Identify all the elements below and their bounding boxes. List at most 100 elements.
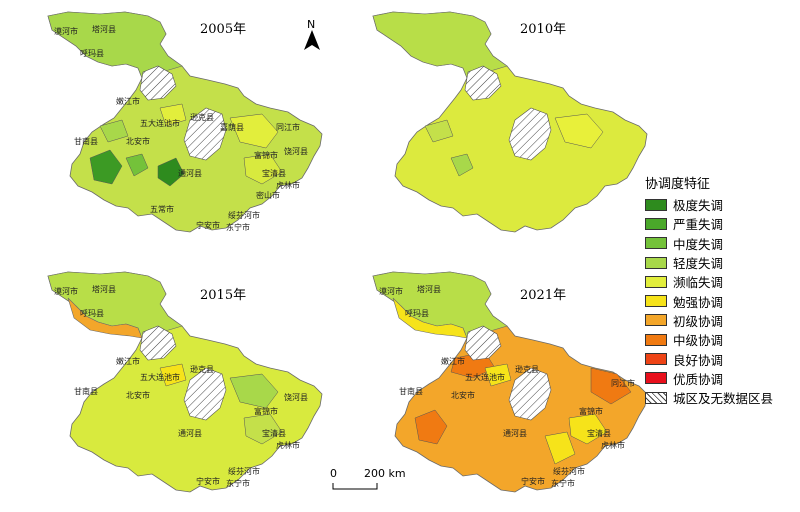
label-raohe: 饶河县: [284, 392, 308, 402]
label-fujin: 富锦市: [579, 406, 603, 416]
north-arrow: N: [302, 18, 322, 52]
legend-swatch: [645, 217, 667, 230]
panel-title-2005: 2005年: [200, 22, 247, 37]
scale-bar: 0 200 km: [330, 467, 450, 497]
legend-item: 中度失调: [645, 234, 795, 253]
legend-label: 轻度失调: [673, 256, 724, 272]
map-panel-2015: 漠河市 塔河县 呼玛县 嫩江市 五大连池市 逊克县 甘南县 北安市 富锦市 饶河…: [30, 268, 370, 508]
label-jiayin: 嘉荫县: [220, 122, 244, 132]
label-gannan: 甘南县: [399, 386, 423, 396]
legend-title: 协调度特征: [645, 177, 711, 192]
scale-end: 200 km: [364, 467, 406, 480]
legend-label: 严重失调: [673, 217, 724, 233]
legend-label: 中度失调: [673, 236, 724, 252]
legend-label: 良好协调: [673, 352, 724, 368]
legend-item: 濒临失调: [645, 272, 795, 291]
label-wudalianchi: 五大连池市: [140, 372, 180, 382]
map-2015: 漠河市 塔河县 呼玛县 嫩江市 五大连池市 逊克县 甘南县 北安市 富锦市 饶河…: [47, 271, 323, 493]
legend-label: 中级协调: [673, 333, 724, 349]
map-2021: 漠河市 塔河县 呼玛县 嫩江市 五大连池市 逊克县 甘南县 北安市 同江市 富锦…: [372, 271, 648, 493]
legend-item: 初级协调: [645, 311, 795, 330]
panel-title-2010: 2010年: [520, 22, 567, 37]
label-xunke: 逊克县: [515, 364, 539, 374]
label-ningan: 宁安市: [521, 476, 545, 486]
map-2005: 漠河市 塔河县 呼玛县 嫩江市 五大连池市 逊克县 嘉荫县 甘南县 北安市 同江…: [47, 11, 323, 233]
label-fujin: 富锦市: [254, 150, 278, 160]
legend-item: 极度失调: [645, 195, 795, 214]
label-hulin: 虎林市: [601, 440, 625, 450]
legend-swatch: [645, 237, 667, 250]
legend-swatch: [645, 333, 667, 346]
legend: 协调度特征 极度失调严重失调中度失调轻度失调濒临失调勉强协调初级协调中级协调良好…: [645, 173, 795, 407]
label-hulin: 虎林市: [276, 180, 300, 190]
label-mohe: 漠河市: [54, 26, 78, 36]
north-label: N: [307, 18, 316, 31]
label-tongjiang: 同江市: [611, 378, 635, 388]
label-mishan: 密山市: [256, 190, 280, 200]
label-tonghe: 通河县: [178, 428, 202, 438]
label-baoqing: 宝清县: [587, 428, 611, 438]
label-ningan: 宁安市: [196, 220, 220, 230]
label-gannan: 甘南县: [74, 386, 98, 396]
label-gannan: 甘南县: [74, 136, 98, 146]
legend-item: 城区及无数据区县: [645, 388, 795, 407]
label-tahe: 塔河县: [92, 284, 116, 294]
legend-item: 严重失调: [645, 214, 795, 233]
label-baoqing: 宝清县: [262, 428, 286, 438]
legend-swatch: [645, 198, 667, 211]
legend-label: 初级协调: [673, 313, 724, 329]
label-tonghe: 通河县: [178, 168, 202, 178]
north-arrow-icon: [304, 30, 320, 50]
label-nenjiang: 嫩江市: [441, 356, 465, 366]
legend-label: 勉强协调: [673, 294, 724, 310]
label-suifenhe: 绥芬河市: [553, 466, 585, 476]
legend-swatch: [645, 295, 667, 308]
label-hulin: 虎林市: [276, 440, 300, 450]
label-dongning: 东宁市: [551, 478, 575, 488]
legend-swatch: [645, 275, 667, 288]
label-baoqing: 宝清县: [262, 168, 286, 178]
legend-swatch: [645, 314, 667, 327]
panel-title-2015: 2015年: [200, 288, 247, 303]
legend-items: 极度失调严重失调中度失调轻度失调濒临失调勉强协调初级协调中级协调良好协调优质协调…: [645, 195, 795, 407]
label-ningan: 宁安市: [196, 476, 220, 486]
label-xunke: 逊克县: [190, 364, 214, 374]
label-mohe: 漠河市: [54, 286, 78, 296]
label-wudalianchi: 五大连池市: [465, 372, 505, 382]
label-tahe: 塔河县: [92, 24, 116, 34]
map-panel-2021: 漠河市 塔河县 呼玛县 嫩江市 五大连池市 逊克县 甘南县 北安市 同江市 富锦…: [355, 268, 695, 508]
label-huma: 呼玛县: [80, 48, 104, 58]
map-panel-2010: 2010年: [355, 8, 695, 248]
legend-item: 轻度失调: [645, 253, 795, 272]
legend-swatch: [645, 353, 667, 366]
legend-swatch: [645, 372, 667, 385]
label-huma: 呼玛县: [405, 308, 429, 318]
legend-item: 中级协调: [645, 330, 795, 349]
label-fujin: 富锦市: [254, 406, 278, 416]
label-beian: 北安市: [126, 136, 150, 146]
legend-item: 优质协调: [645, 369, 795, 388]
label-tonghe: 通河县: [503, 428, 527, 438]
legend-label: 优质协调: [673, 371, 724, 387]
label-xunke: 逊克县: [190, 112, 214, 122]
map-panel-2005: 漠河市 塔河县 呼玛县 嫩江市 五大连池市 逊克县 嘉荫县 甘南县 北安市 同江…: [30, 8, 370, 248]
label-mohe: 漠河市: [379, 286, 403, 296]
legend-item: 良好协调: [645, 349, 795, 368]
legend-label: 城区及无数据区县: [673, 391, 774, 407]
legend-item: 勉强协调: [645, 291, 795, 310]
legend-label: 濒临失调: [673, 275, 724, 291]
label-suifenhe: 绥芬河市: [228, 210, 260, 220]
label-tahe: 塔河县: [417, 284, 441, 294]
label-nenjiang: 嫩江市: [116, 356, 140, 366]
legend-label: 极度失调: [673, 198, 724, 214]
legend-swatch: [645, 391, 667, 404]
label-beian: 北安市: [451, 390, 475, 400]
label-dongning: 东宁市: [226, 478, 250, 488]
map-2010: [372, 11, 648, 233]
label-beian: 北安市: [126, 390, 150, 400]
label-wuchang: 五常市: [150, 204, 174, 214]
label-dongning: 东宁市: [226, 222, 250, 232]
label-suifenhe: 绥芬河市: [228, 466, 260, 476]
scale-line: [332, 483, 378, 490]
scale-start: 0: [330, 467, 337, 480]
